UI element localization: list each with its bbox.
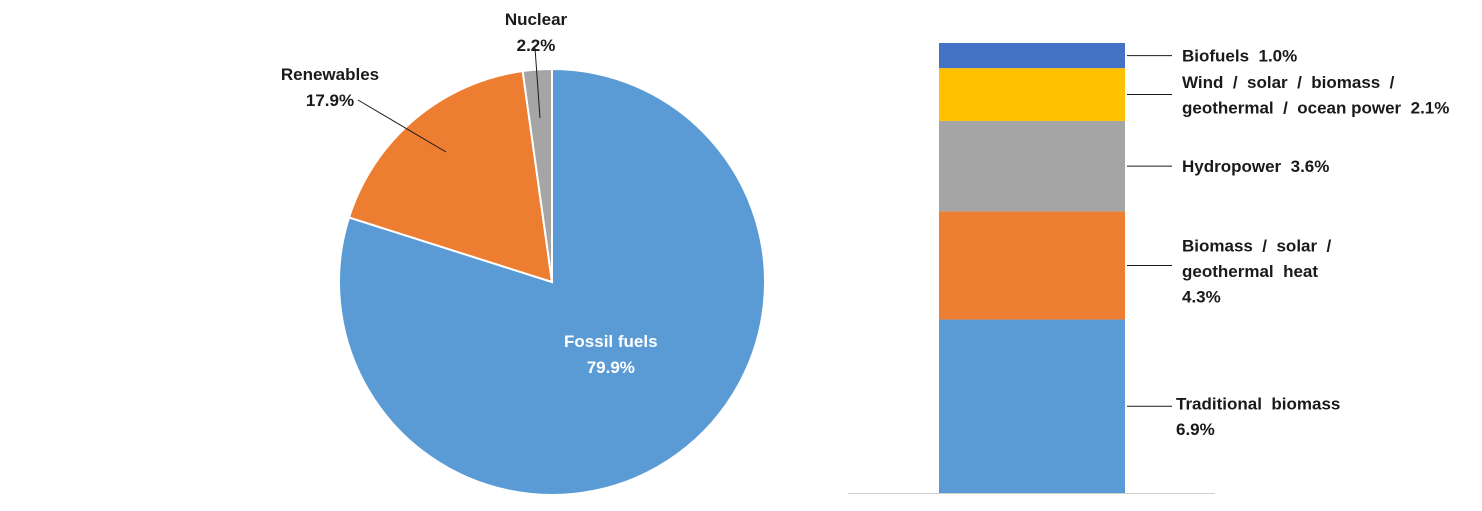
bar-label-biomass-solar-geothermal-heat-line-2: geothermal heat: [1182, 262, 1318, 281]
bar-segment-hydropower: [939, 120, 1125, 212]
bar-label-biofuels-line-1: Biofuels 1.0%: [1182, 47, 1297, 66]
pie-slice-nuclear: [521, 67, 553, 283]
bar-label-traditional-biomass-line-2: 6.9%: [1176, 420, 1215, 439]
bar-label-traditional-biomass-line-1: Traditional biomass: [1176, 394, 1340, 413]
bar-label-biomass-solar-geothermal-heat-line-3: 4.3%: [1182, 287, 1221, 306]
pie-value-fossil-fuels: 79.9%: [587, 358, 635, 377]
bar-segment-biofuels: [939, 43, 1125, 69]
pie-label-renewables: Renewables: [281, 65, 379, 84]
pie-value-nuclear: 2.2%: [517, 36, 556, 55]
bar-segment-biomass-solar-geothermal-heat: [939, 211, 1125, 320]
pie-leader-renewables: [357, 99, 447, 153]
pie-label-fossil-fuels: Fossil fuels: [564, 332, 658, 351]
bar-label-biomass-solar-geothermal-heat-line-1: Biomass / solar /: [1182, 236, 1332, 255]
pie-label-nuclear: Nuclear: [505, 10, 568, 29]
bar-label-wind-solar-biomass-geothermal-ocean-power-line-2: geothermal / ocean power 2.1%: [1182, 98, 1449, 117]
bar-segment-traditional-biomass: [939, 319, 1125, 493]
pie-chart: Fossil fuels 79.9% Renewables 17.9% Nuclear 2…: [281, 10, 766, 496]
bar-label-wind-solar-biomass-geothermal-ocean-power-line-1: Wind / solar / biomass /: [1182, 73, 1395, 92]
bar-segment-wind-solar-biomass-geothermal-ocean-power: [939, 68, 1125, 121]
bar-label-hydropower-line-1: Hydropower 3.6%: [1182, 157, 1329, 176]
pie-leader-nuclear: [534, 47, 541, 119]
pie-value-renewables: 17.9%: [306, 91, 354, 110]
pie-slice-renewables: [347, 69, 554, 284]
